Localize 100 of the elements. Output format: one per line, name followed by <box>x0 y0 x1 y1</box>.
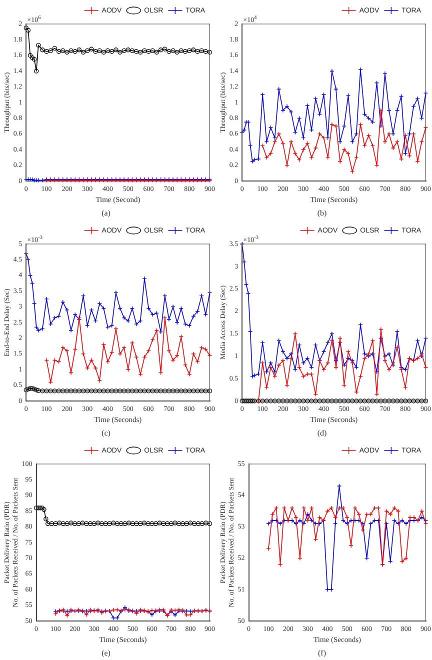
point <box>24 388 28 392</box>
point <box>157 520 162 526</box>
point <box>294 515 298 520</box>
point <box>52 46 58 51</box>
point <box>165 521 170 526</box>
point <box>184 612 189 618</box>
point <box>48 322 53 326</box>
point <box>196 521 201 526</box>
point <box>99 521 104 526</box>
point <box>330 122 334 127</box>
text: (e) <box>102 648 111 658</box>
point <box>374 398 380 404</box>
point <box>276 132 282 136</box>
point <box>250 398 255 404</box>
point <box>28 53 33 58</box>
point <box>325 398 330 404</box>
point <box>166 348 172 354</box>
point <box>138 318 143 324</box>
point <box>386 367 392 372</box>
point <box>325 155 330 160</box>
point <box>191 314 196 319</box>
point <box>64 388 70 394</box>
point <box>408 515 412 520</box>
point <box>366 398 371 404</box>
point <box>174 50 180 55</box>
point <box>122 605 128 610</box>
point <box>382 139 388 144</box>
point <box>264 398 269 404</box>
point <box>276 398 282 404</box>
point <box>30 55 35 60</box>
point <box>111 520 116 526</box>
point <box>56 388 62 394</box>
point <box>386 132 392 136</box>
text: (a) <box>102 208 111 218</box>
point <box>415 398 420 404</box>
point <box>32 56 37 62</box>
text: (d) <box>317 428 327 438</box>
point <box>34 388 39 392</box>
point <box>334 86 338 92</box>
point <box>392 506 397 510</box>
point <box>415 338 420 343</box>
point <box>26 28 31 33</box>
point <box>68 48 74 54</box>
point <box>184 521 189 526</box>
point <box>264 155 269 160</box>
point <box>76 48 82 52</box>
point <box>207 521 212 526</box>
point <box>274 506 279 510</box>
point <box>154 50 160 55</box>
point <box>342 124 346 128</box>
point <box>356 518 362 523</box>
point <box>114 521 120 526</box>
point <box>178 48 184 54</box>
point <box>138 521 143 526</box>
point <box>338 159 342 164</box>
point <box>346 93 351 98</box>
point <box>412 518 416 523</box>
point <box>109 49 114 54</box>
point <box>282 506 287 510</box>
point <box>76 388 82 394</box>
point <box>176 521 182 526</box>
point <box>352 518 358 523</box>
point <box>252 398 257 404</box>
point <box>89 388 94 394</box>
point <box>134 49 139 54</box>
point <box>130 388 135 394</box>
text: (b) <box>317 208 327 218</box>
point <box>398 398 404 404</box>
point <box>26 386 31 392</box>
point <box>288 110 294 114</box>
point <box>292 151 298 156</box>
point <box>84 521 89 526</box>
point <box>242 398 247 404</box>
point <box>142 48 147 54</box>
point <box>101 388 106 394</box>
point <box>150 612 154 618</box>
point <box>195 388 200 394</box>
point <box>36 42 41 48</box>
point <box>122 388 126 394</box>
point <box>298 518 302 523</box>
point <box>272 398 278 404</box>
point <box>101 50 106 55</box>
point <box>404 521 408 526</box>
point <box>36 388 41 393</box>
point <box>207 388 212 394</box>
point <box>44 516 48 522</box>
point <box>34 506 39 510</box>
point <box>42 507 46 512</box>
point <box>376 506 381 510</box>
point <box>174 388 180 394</box>
point <box>122 48 126 54</box>
point <box>195 309 200 314</box>
point <box>313 342 318 348</box>
point <box>348 518 354 523</box>
point <box>182 388 188 394</box>
point <box>146 306 151 311</box>
point <box>24 26 28 30</box>
point <box>178 388 184 394</box>
point <box>362 398 367 404</box>
point <box>105 48 110 54</box>
